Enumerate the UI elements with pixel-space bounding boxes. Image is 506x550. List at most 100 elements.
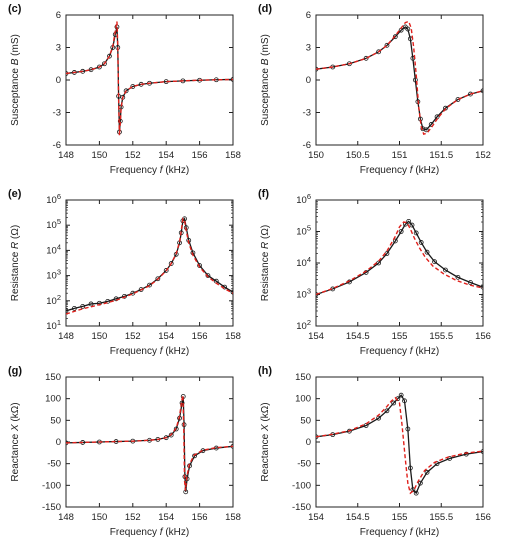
y-axis-label-part: Resistance [10,249,21,301]
model-series-line [316,20,483,136]
measured-series-line [316,26,483,131]
y-tick-base: 10 [46,245,57,256]
measured-point [392,34,398,40]
measured-point [455,97,461,102]
measured-point [417,480,423,486]
y-tick-base: 10 [296,321,307,332]
measured-point [384,42,390,48]
y-tick-label: 106 [46,192,61,206]
y-tick-label: -3 [53,108,61,119]
y-tick-label: 103 [296,287,311,301]
y-tick-label: -100 [292,480,311,491]
x-tick-label: 148 [58,150,74,161]
y-tick-label: -100 [42,480,61,491]
x-axis-label: Frequency f (kHz) [360,165,439,176]
x-tick-label: 158 [225,512,241,523]
x-tick-label: 155.5 [429,331,453,342]
measured-point [66,308,69,314]
x-tick-label: 150 [91,512,107,523]
y-tick-exponent: 6 [57,192,61,201]
y-tick-exponent: 3 [57,268,61,277]
measured-point [405,26,411,32]
y-tick-exponent: 3 [307,287,311,296]
x-tick-label: 154 [308,512,324,523]
y-tick-exponent: 2 [57,293,61,302]
x-tick-label: 152 [125,331,141,342]
x-tick-label: 150 [91,150,107,161]
measured-point [97,64,102,70]
measured-point [463,451,469,457]
x-axis-label-part: f [160,527,164,538]
panel-label: (c) [8,3,22,15]
x-tick-label: 154 [158,150,174,161]
y-tick-exponent: 4 [57,242,61,251]
panel-e: (e)148 150 152 154 156 158101102103104105106F… [8,188,241,357]
y-tick-label: 104 [46,242,61,256]
x-tick-label: 154.5 [346,512,370,523]
x-axis-label-part: Frequency [360,346,410,357]
panel-label: (e) [8,188,22,200]
x-axis-label-part: Frequency [110,527,160,538]
measured-series-line [316,220,483,296]
x-axis-label: Frequency f (kHz) [360,527,439,538]
y-tick-exponent: 6 [307,192,311,201]
y-tick-label: 103 [46,268,61,282]
x-axis-label-part: f [160,165,164,176]
measured-series-line [316,394,483,495]
y-axis-label-part: B [260,58,271,65]
x-tick-label: 152 [475,150,491,161]
measured-point [376,415,382,421]
y-tick-base: 10 [296,227,307,238]
y-tick-label: 3 [56,43,61,54]
x-axis-label-part: (kHz) [413,165,440,176]
x-tick-label: 151 [392,150,408,161]
measured-point [443,267,448,273]
measured-point [409,222,415,228]
model-series-line [66,395,233,491]
measured-point [192,453,197,459]
measured-point [187,463,192,469]
x-tick-label: 148 [58,512,74,523]
x-tick-label: 156 [192,150,208,161]
panel-f: (f)154 154.5 155 155.5 156102103104105106Fre… [258,188,491,357]
x-tick-label: 150 [308,150,324,161]
x-axis-label-part: f [410,346,414,357]
measured-point [455,274,461,280]
y-tick-exponent: 4 [307,255,311,264]
y-tick-label: -6 [53,140,61,151]
x-tick-label: 154 [308,331,324,342]
measured-point [230,289,233,295]
measured-point [230,77,233,82]
y-tick-label: 101 [46,318,61,332]
y-axis-label-part: Susceptance [260,65,271,126]
y-tick-label: 105 [46,217,61,231]
x-tick-label: 150 [91,331,107,342]
x-tick-label: 156 [192,331,208,342]
measured-point [392,238,398,244]
x-tick-label: 151.5 [429,150,453,161]
panel-g: (g) 148 150 152 154 156 158 -150 -100 -50 0 50 100 15… [8,365,241,538]
y-axis-label-part: X [10,424,21,432]
x-axis-label-part: (kHz) [413,346,440,357]
y-tick-base: 10 [46,296,57,307]
y-tick-label: -3 [303,108,311,119]
x-tick-label: 154.5 [346,331,370,342]
x-axis-label-part: Frequency [110,165,160,176]
x-axis-label-part: Frequency [110,346,160,357]
y-tick-label: 150 [45,372,61,383]
x-tick-label: 156 [475,331,491,342]
measured-point [407,465,413,471]
x-tick-label: 152 [125,512,141,523]
x-axis-label: Frequency f (kHz) [110,527,189,538]
y-tick-base: 10 [46,195,57,206]
y-tick-exponent: 5 [307,224,311,233]
y-tick-label: -150 [292,502,311,513]
y-axis-label: Susceptance B (mS) [10,34,21,126]
model-series-line [316,396,483,495]
measured-point [424,249,430,255]
measured-point [88,301,94,307]
y-tick-base: 10 [46,321,57,332]
y-tick-base: 10 [296,195,307,206]
y-axis-label-part: R [10,242,21,249]
